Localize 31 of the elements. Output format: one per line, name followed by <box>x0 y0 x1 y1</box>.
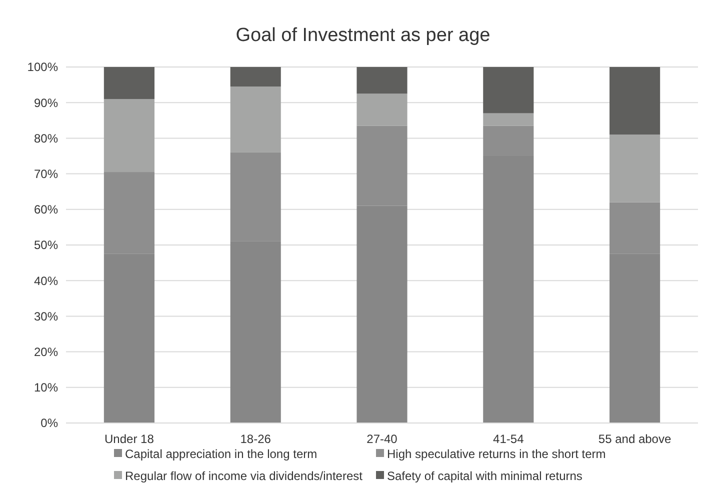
bar <box>356 67 408 94</box>
chart-title: Goal of Investment as per age <box>236 25 490 46</box>
bar <box>230 67 281 87</box>
y-tick-label: 50% <box>34 238 58 252</box>
legend-label: Regular flow of income via dividends/interest <box>125 469 364 484</box>
bar <box>356 94 408 126</box>
x-tick-label: Under 18 <box>104 432 154 446</box>
y-tick-label: 0% <box>40 416 58 430</box>
legend-label: Capital appreciation in the long term <box>125 447 318 462</box>
y-tick-label: 30% <box>34 309 58 324</box>
y-tick-label: 80% <box>34 131 58 146</box>
x-tick-label: 55 and above <box>598 432 672 446</box>
legend-label: Safety of capital with minimal returns <box>387 469 582 484</box>
x-tick-label: 41-54 <box>493 432 524 446</box>
bar <box>610 67 660 135</box>
y-tick-label: 40% <box>34 274 58 288</box>
y-tick-label: 100% <box>27 60 58 74</box>
bar <box>610 134 660 202</box>
x-tick-label: 18-26 <box>240 432 272 446</box>
bar <box>230 86 281 152</box>
y-tick-label: 70% <box>34 167 58 181</box>
y-tick-label: 60% <box>34 202 58 217</box>
bar <box>483 113 534 126</box>
bar <box>104 99 154 172</box>
y-tick-label: 90% <box>34 96 58 110</box>
x-tick-label: 27-40 <box>366 432 398 446</box>
bar <box>104 67 154 100</box>
y-tick-label: 10% <box>34 380 58 395</box>
bar <box>483 67 534 114</box>
legend-label: High speculative returns in the short term <box>387 447 606 462</box>
y-tick-label: 20% <box>34 345 58 359</box>
